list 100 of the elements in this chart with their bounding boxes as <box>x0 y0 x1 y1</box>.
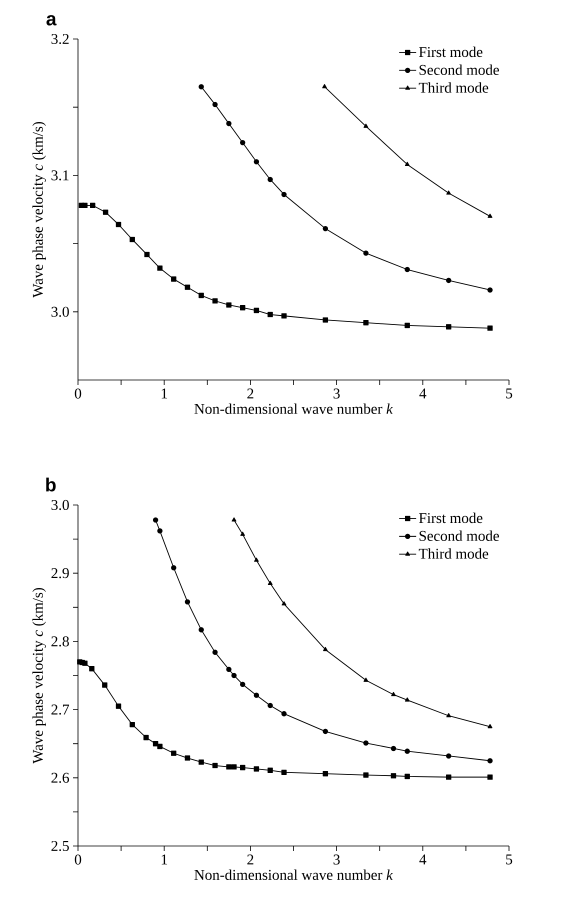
point <box>144 252 150 258</box>
x-axis-title: Non-dimensional wave number k <box>194 869 393 880</box>
point <box>404 697 410 702</box>
point <box>487 774 493 780</box>
point <box>404 748 410 754</box>
point <box>364 678 368 682</box>
point <box>240 682 246 688</box>
point <box>268 312 273 318</box>
point <box>446 713 452 718</box>
point <box>446 324 452 330</box>
point <box>322 317 328 323</box>
point <box>404 322 410 328</box>
legend-label: Second mode <box>420 64 499 75</box>
point <box>322 771 328 776</box>
point <box>171 750 176 756</box>
point <box>487 326 493 331</box>
point <box>488 724 492 728</box>
point <box>363 250 369 256</box>
point <box>322 84 327 88</box>
chart-title: a <box>46 15 57 26</box>
y-tick-label: 2.9 <box>51 568 69 578</box>
y-axis-title: Wave phase velocity c (km/s) <box>32 588 46 764</box>
y-tick-label: 3.0 <box>52 500 69 510</box>
point <box>446 190 452 195</box>
x-tick-label: 1 <box>162 388 168 398</box>
point <box>446 278 452 284</box>
point <box>281 313 287 319</box>
point <box>143 734 149 740</box>
point <box>281 711 287 716</box>
point <box>198 292 204 298</box>
point <box>240 305 246 310</box>
x-tick-label: 5 <box>506 854 512 864</box>
point <box>404 266 410 272</box>
point <box>363 740 369 746</box>
x-tick-label: 1 <box>162 854 168 864</box>
x-tick-label: 3 <box>334 388 340 399</box>
legend-label: First mode <box>419 512 482 524</box>
point <box>254 159 260 164</box>
point <box>116 704 122 709</box>
point <box>212 762 218 768</box>
point <box>226 666 232 672</box>
point <box>391 692 396 696</box>
y-tick-label: 2.6 <box>51 772 70 783</box>
point <box>130 236 135 242</box>
point <box>226 120 232 126</box>
legend-label: Second mode <box>420 530 499 541</box>
y-tick-label: 2.7 <box>51 704 70 715</box>
legend-label: Third mode <box>418 548 488 559</box>
y-tick-label: 2.5 <box>51 840 69 852</box>
point <box>488 214 492 218</box>
y-tick-label: 3.2 <box>52 34 69 44</box>
point <box>487 758 493 764</box>
x-tick-label: 5 <box>506 388 512 398</box>
point <box>212 102 218 108</box>
point <box>226 302 232 308</box>
point <box>254 692 260 698</box>
point <box>102 682 108 688</box>
point <box>282 601 286 606</box>
point <box>157 528 163 534</box>
point <box>116 222 122 228</box>
legend-label: First mode <box>419 46 482 58</box>
point <box>254 308 260 314</box>
point <box>363 320 369 326</box>
x-tick-label: 0 <box>74 388 82 399</box>
x-tick-label: 3 <box>334 854 340 865</box>
y-axis-title: Wave phase velocity c (km/s) <box>32 122 46 298</box>
point <box>157 265 163 271</box>
point <box>171 565 176 570</box>
point <box>90 202 96 208</box>
y-tick-label: 2.8 <box>51 636 69 646</box>
point <box>184 284 190 290</box>
x-axis-title: Non-dimensional wave number k <box>194 403 393 414</box>
y-tick-label: 3.0 <box>52 306 69 317</box>
point <box>226 764 232 770</box>
point <box>254 558 259 562</box>
y-tick-label: 3.1 <box>52 170 69 180</box>
point <box>212 650 218 655</box>
point <box>184 599 190 604</box>
point <box>404 774 410 780</box>
point <box>446 753 452 759</box>
point <box>487 287 493 293</box>
point <box>198 84 204 90</box>
point <box>184 755 190 761</box>
point <box>281 770 287 775</box>
point <box>232 517 236 522</box>
point <box>390 746 396 752</box>
point <box>157 744 163 750</box>
point <box>82 660 88 666</box>
legend-label: Third mode <box>418 82 488 93</box>
point <box>240 140 246 146</box>
x-tick-label: 4 <box>419 854 426 864</box>
x-tick-label: 2 <box>247 388 254 398</box>
point <box>281 192 287 198</box>
point <box>89 666 94 672</box>
point <box>130 722 135 728</box>
point <box>212 298 218 304</box>
point <box>198 759 204 765</box>
point <box>240 532 245 536</box>
point <box>268 176 273 182</box>
point <box>268 768 273 773</box>
